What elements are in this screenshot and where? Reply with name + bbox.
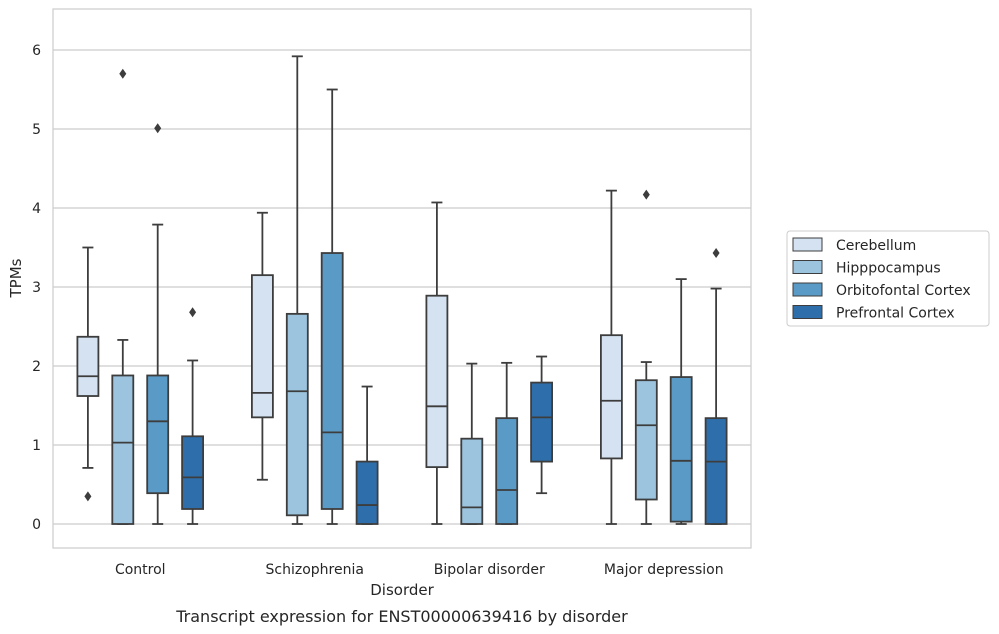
iqr-box [530,381,553,463]
iqr-box [634,379,658,501]
legend-label: Cerebellum [836,238,916,254]
outlier-point [119,68,127,79]
legend-label: Prefrontal Cortex [836,306,955,322]
iqr-box [460,437,484,525]
y-tick-label: 5 [32,122,41,138]
box-prefrontal-cortex [530,355,553,495]
iqr-box [669,376,693,523]
box-orbitofontal-cortex [669,278,693,525]
x-tick-labels: Control Schizophrenia Bipolar disorder Majo… [115,562,724,578]
legend-swatch [792,305,823,319]
y-tick-labels: 0 1 2 3 4 5 6 [32,43,41,533]
iqr-box [704,417,728,525]
outlier-point [189,307,197,318]
y-tick-label: 1 [32,438,41,454]
outlier-point [154,123,162,134]
legend-swatch [792,237,823,252]
iqr-box [146,374,170,495]
x-tick-label: Control [115,562,166,578]
iqr-box [181,435,205,510]
iqr-box [76,335,100,397]
chart-title: Transcript expression for ENST0000063941… [175,607,628,626]
x-tick-label: Major depression [604,562,724,578]
outlier-point [712,248,720,259]
box-hipppocampus [460,362,484,525]
iqr-box [285,312,309,517]
y-tick-label: 0 [32,517,41,533]
box-hipppocampus [111,68,135,525]
y-tick-label: 2 [32,359,41,375]
box-hipppocampus [634,189,658,525]
box-prefrontal-cortex [355,385,379,525]
box-cerebellum [600,189,623,525]
iqr-box [600,334,623,460]
outlier-point [84,491,92,502]
box-orbitofontal-cortex [495,361,519,525]
box-orbitofontal-cortex [146,123,170,525]
legend-label: Hipppocampus [836,261,941,277]
box-cerebellum [250,211,274,481]
y-axis-title: TPMs [7,258,25,298]
legend-swatch [792,260,823,274]
box-prefrontal-cortex [704,248,728,525]
iqr-box [320,252,344,510]
legend-frame [786,230,990,327]
legend-label: Orbitofontal Cortex [836,283,971,299]
box-cerebellum [425,201,449,525]
x-tick-label: Schizophrenia [266,562,364,578]
iqr-box [425,294,449,469]
box-cerebellum [76,246,100,502]
iqr-box [250,274,274,419]
box-groups [76,55,728,525]
legend: Cerebellum Hipppocampus Orbitofontal Corte… [786,230,990,327]
box-orbitofontal-cortex [320,88,344,525]
x-tick-label: Bipolar disorder [434,562,545,578]
plot-frame [52,8,752,549]
grid-lines [53,49,751,525]
box-hipppocampus [285,55,309,525]
y-tick-label: 6 [32,43,41,59]
legend-swatch [792,282,823,297]
iqr-box [355,460,379,525]
outlier-point [642,189,650,200]
iqr-box [495,417,519,525]
iqr-box [111,374,135,525]
box-prefrontal-cortex [181,307,205,525]
x-axis-title: Disorder [370,581,434,599]
y-tick-label: 3 [32,280,41,296]
y-tick-label: 4 [32,201,41,217]
